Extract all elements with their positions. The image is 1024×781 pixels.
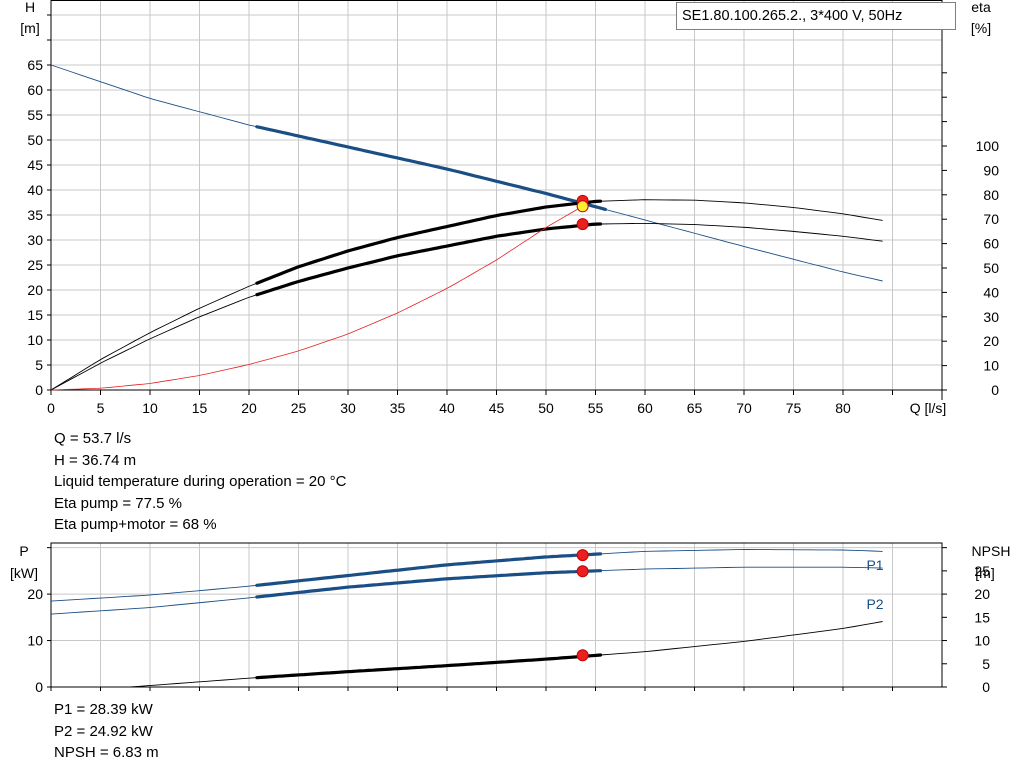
x-tick-label: 30 [340,400,356,416]
upper-left-tick-label: 25 [27,257,43,273]
lower-duty-point [576,549,589,562]
x-tick-label: 25 [291,400,307,416]
upper-duty-point [576,218,589,231]
x-tick-label: 80 [835,400,851,416]
x-tick-label: 60 [637,400,653,416]
upper-series-duty-segment [255,125,608,211]
x-tick-label: 75 [786,400,802,416]
upper-left-tick-label: 15 [27,307,43,323]
readout-eta-pump-motor: Eta pump+motor = 68 % [54,516,217,533]
upper-left-tick-label: 40 [27,182,43,198]
upper-left-tick-label: 35 [27,207,43,223]
lower-right-tick-label: 10 [974,633,990,649]
lower-left-axis-label: P [19,543,28,559]
upper-duty-point [576,200,589,213]
upper-right-tick-label: 80 [983,187,999,203]
x-axis-label: Q [l/s] [910,400,947,416]
x-tick-label: 15 [192,400,208,416]
upper-left-tick-label: 5 [35,357,43,373]
upper-left-tick-label: 10 [27,332,43,348]
lower-left-tick-label: 20 [27,586,43,602]
upper-right-axis-unit: [%] [971,20,991,36]
lower-series-duty-segment [255,569,603,599]
lower-right-tick-label: 20 [974,586,990,602]
upper-left-axis-label: H [25,0,35,15]
upper-right-tick-label: 100 [976,138,1000,154]
lower-left-tick-label: 0 [35,679,43,695]
x-tick-label: 20 [241,400,257,416]
series-label-p1: P1 [866,557,883,573]
x-tick-label: 35 [390,400,406,416]
lower-right-axis-label: NPSH [972,543,1011,559]
readout-flow: Q = 53.7 l/s [54,430,132,447]
upper-left-tick-label: 45 [27,157,43,173]
upper-right-tick-label: 40 [983,284,999,300]
power-readout: P1 = 28.39 kW P2 = 24.92 kW NPSH = 6.83 … [54,699,159,764]
lower-right-tick-label: 5 [982,656,990,672]
upper-right-tick-label: 10 [983,358,999,374]
upper-left-axis-unit: [m] [20,20,39,36]
upper-left-tick-label: 55 [27,107,43,123]
x-tick-label: 55 [588,400,604,416]
x-tick-label: 10 [142,400,158,416]
upper-right-tick-label: 20 [983,333,999,349]
lower-right-tick-label: 25 [974,563,990,579]
upper-right-tick-label: 50 [983,260,999,276]
readout-liquid-temperature: Liquid temperature during operation = 20… [54,473,347,490]
series-label-p2: P2 [866,596,883,612]
upper-left-tick-label: 30 [27,232,43,248]
upper-left-tick-label: 50 [27,132,43,148]
upper-right-axis-label: eta [971,0,991,15]
upper-series-duty-segment [255,199,603,285]
x-tick-label: 45 [489,400,505,416]
lower-left-axis-unit: [kW] [10,565,38,581]
upper-series-line [50,205,583,391]
readout-p1: P1 = 28.39 kW [54,701,153,718]
upper-right-tick-label: 0 [991,382,999,398]
upper-right-tick-label: 60 [983,236,999,252]
readout-npsh: NPSH = 6.83 m [54,744,159,761]
readout-eta-pump: Eta pump = 77.5 % [54,494,182,512]
upper-left-tick-label: 20 [27,282,43,298]
lower-right-tick-label: 0 [982,679,990,695]
readout-p2: P2 = 24.92 kW [54,722,153,740]
x-tick-label: 65 [687,400,703,416]
upper-left-tick-label: 60 [27,82,43,98]
lower-duty-point [576,565,589,578]
upper-left-tick-label: 65 [27,57,43,73]
lower-left-tick-label: 10 [27,633,43,649]
x-tick-label: 70 [736,400,752,416]
lower-series-duty-segment [255,653,603,680]
x-tick-label: 40 [439,400,455,416]
operating-point-readout: Q = 53.7 l/s H = 36.74 m Liquid temperat… [54,428,346,536]
lower-right-tick-label: 15 [974,609,990,625]
x-tick-label: 0 [47,400,55,416]
lower-duty-point [576,649,589,662]
upper-right-tick-label: 30 [983,309,999,325]
lower-right-axis-unit: [m] [975,565,994,581]
upper-left-tick-label: 0 [35,382,43,398]
x-tick-label: 5 [97,400,105,416]
upper-right-tick-label: 90 [983,162,999,178]
x-tick-label: 50 [538,400,554,416]
readout-head: H = 36.74 m [54,451,137,469]
lower-series-duty-segment [255,552,603,587]
upper-right-tick-label: 70 [983,211,999,227]
chart-title: SE1.80.100.265.2., 3*400 V, 50Hz [676,2,956,30]
